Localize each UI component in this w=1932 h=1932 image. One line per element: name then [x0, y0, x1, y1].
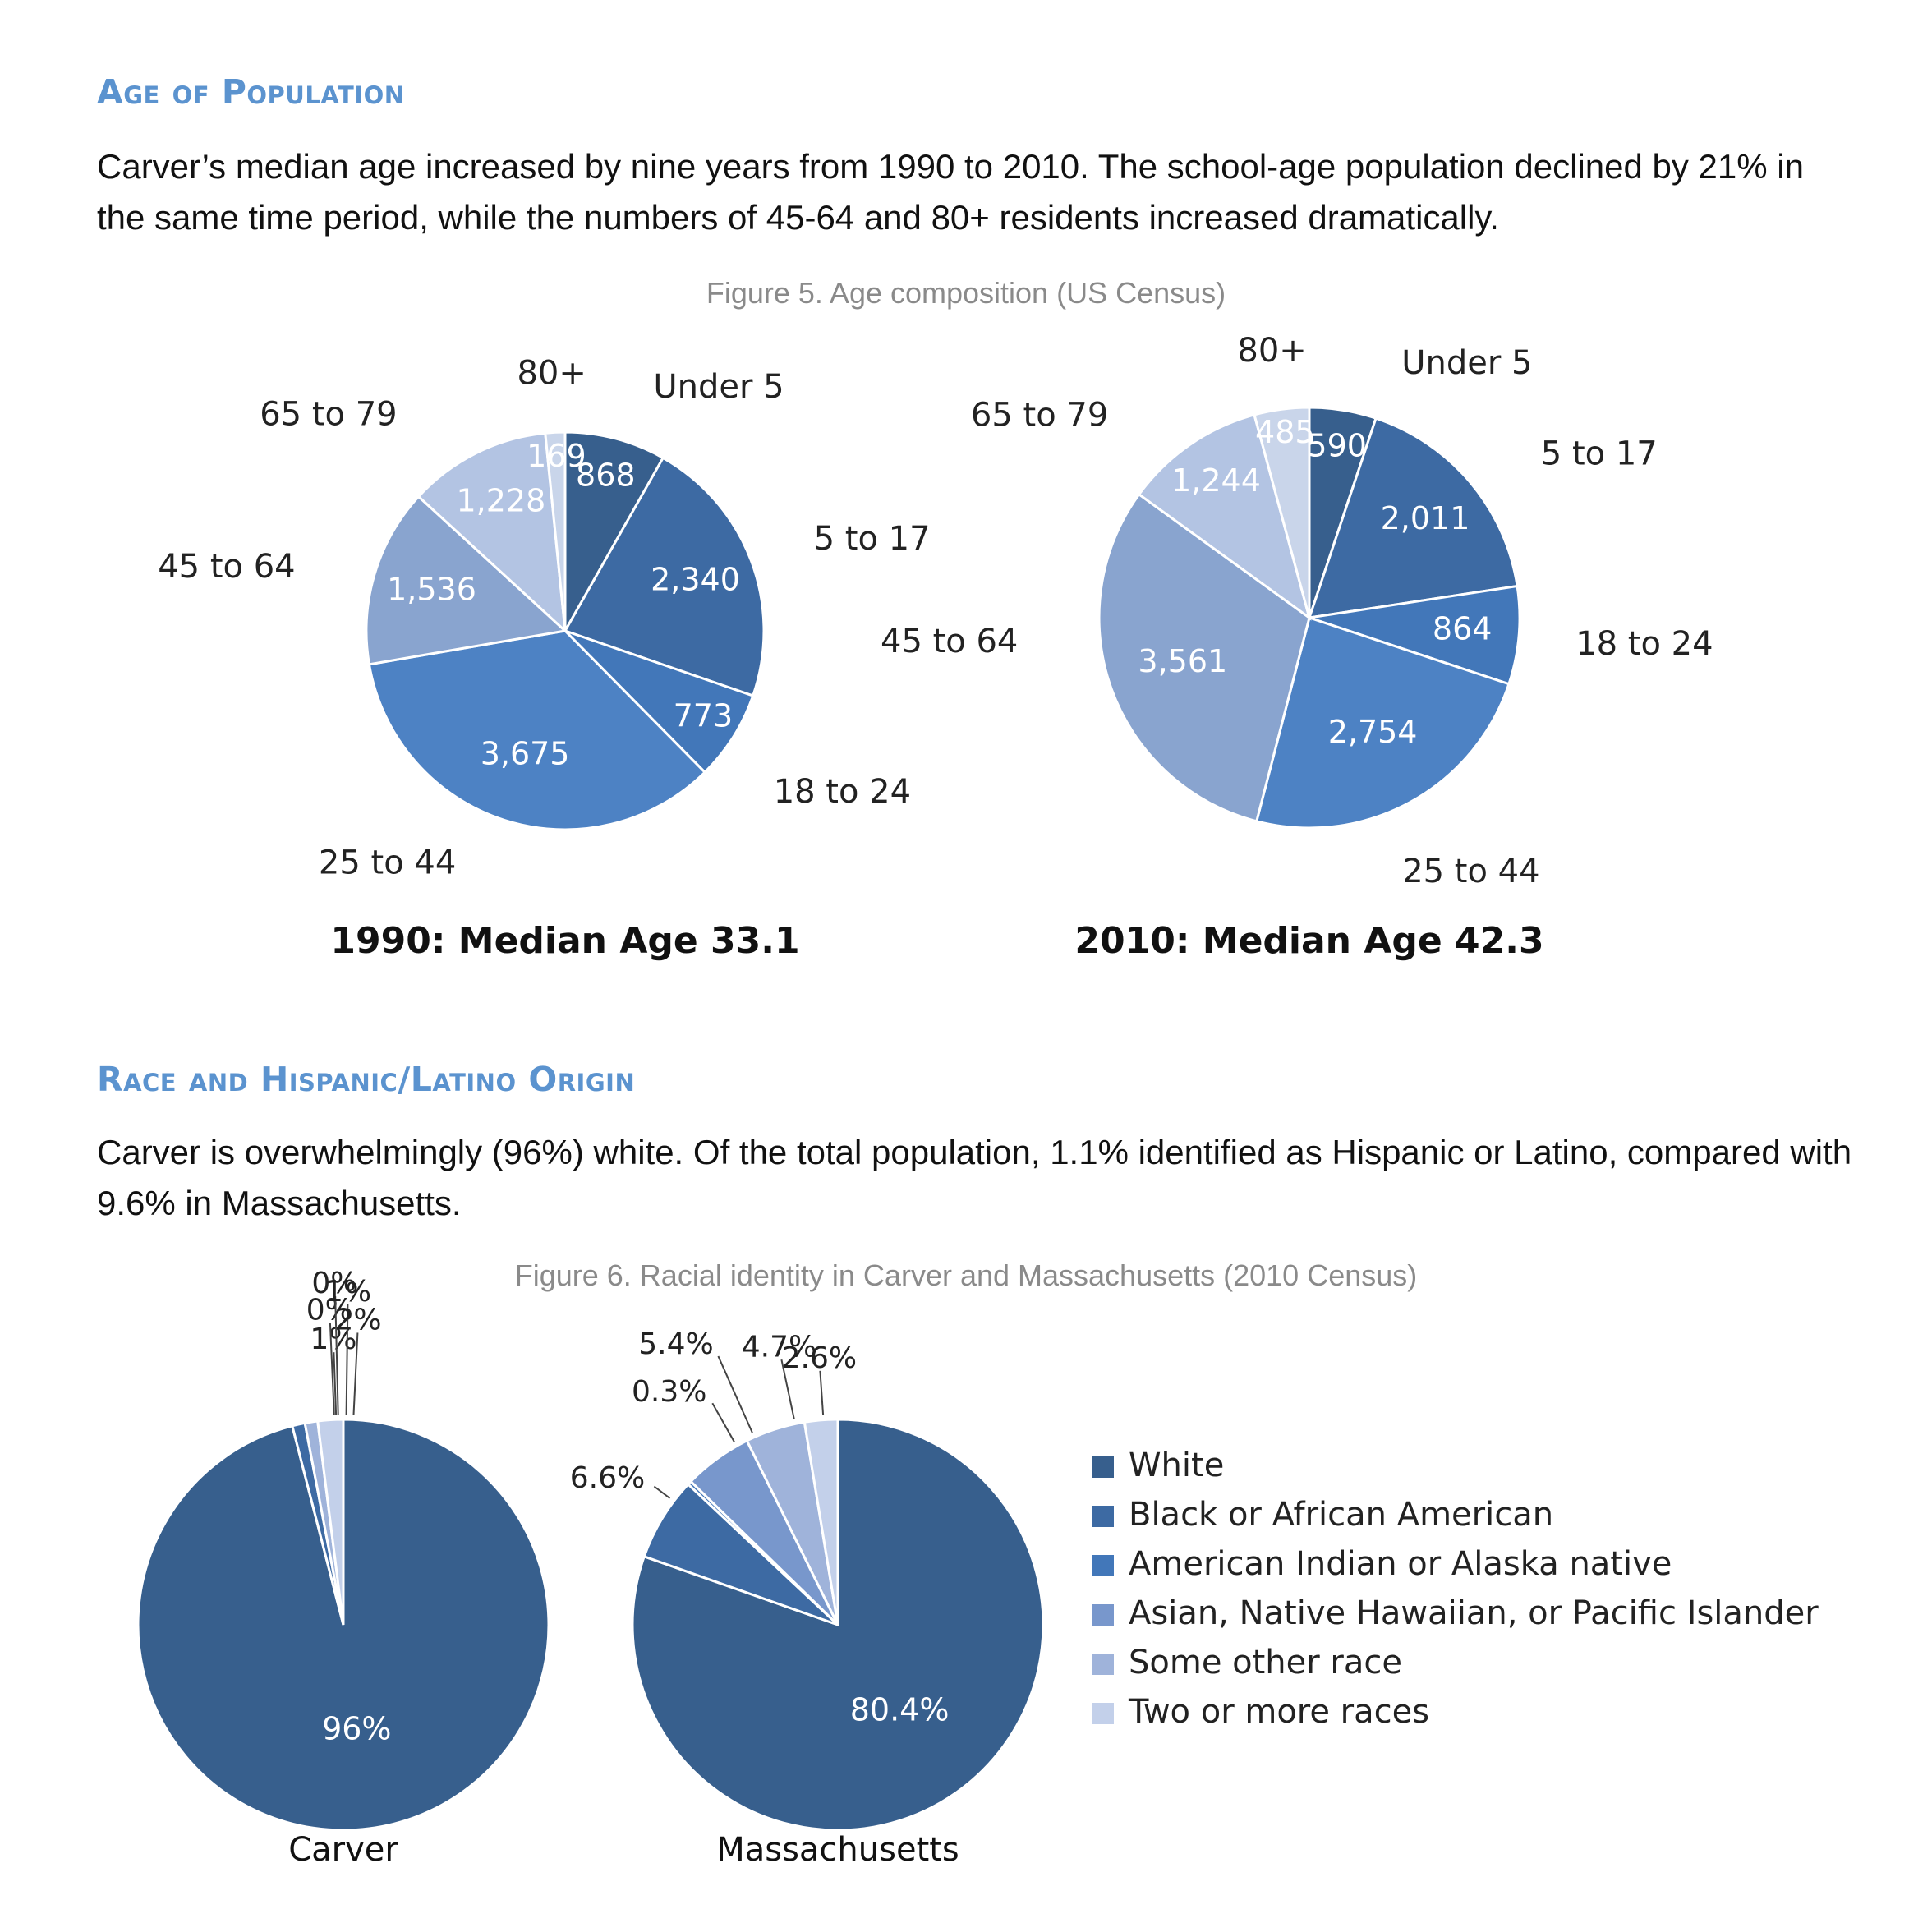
- value-label-two-or-more-races: 2%: [335, 1303, 382, 1336]
- race-legend: White Black or African American American I…: [1092, 1447, 1819, 1731]
- chart-title: 1990: Median Age 33.1: [330, 920, 799, 962]
- category-label-65-to-79: 65 to 79: [260, 395, 397, 433]
- value-label-under-5: 590: [1307, 427, 1367, 463]
- section-heading-age: Age of Population: [97, 72, 405, 112]
- value-label-asian-native-hawaiian-or-pacific-islander: 5.4%: [638, 1327, 713, 1361]
- leader-line-some-other-race: [780, 1359, 795, 1419]
- legend-label-asian-native-hawaiian-or-pacific-islander: Asian, Native Hawaiian, or Pacific Islan…: [1129, 1594, 1819, 1632]
- legend-label-two-or-more-races: Two or more races: [1128, 1693, 1429, 1731]
- leader-line-american-indian-or-alaska-native: [711, 1402, 735, 1442]
- value-label-under-5: 868: [576, 457, 636, 493]
- value-label-some-other-race: 1%: [324, 1275, 371, 1309]
- category-label-18-to-24: 18 to 24: [1576, 625, 1713, 663]
- value-label-5-to-17: 2,011: [1381, 500, 1470, 536]
- figure6-caption: Figure 6. Racial identity in Carver and …: [514, 1258, 1418, 1292]
- figure6-race-charts: 96%1%0%0%1%2%Carver 80.4%6.6%0.3%5.4% 4.7…: [136, 1267, 1819, 1869]
- category-label-80: 80+: [517, 354, 586, 392]
- pie-slice-25-to-44: [367, 629, 707, 831]
- figure5-caption: Figure 5. Age composition (US Census): [706, 276, 1226, 310]
- value-label-18-to-24: 773: [674, 697, 734, 734]
- value-label-asian-native-hawaiian-or-pacific-islander: 0%: [311, 1267, 358, 1300]
- legend-swatch-american-indian-or-alaska-native: [1092, 1555, 1114, 1576]
- value-label-45-to-64: 3,561: [1138, 643, 1227, 679]
- value-label-some-other-race: 4.7%: [742, 1331, 816, 1364]
- pie-slice-80: [1253, 406, 1311, 619]
- pie-slice-45-to-64: [365, 494, 568, 666]
- pie-slice-5-to-17: [1307, 416, 1519, 619]
- value-label-45-to-64: 1,536: [387, 572, 476, 608]
- category-label-5-to-17: 5 to 17: [1541, 435, 1658, 473]
- pie-slice-two-or-more-races: [315, 1418, 345, 1626]
- legend-label-some-other-race: Some other race: [1129, 1644, 1402, 1681]
- pie-slice-18-to-24: [564, 629, 755, 775]
- category-label-80: 80+: [1237, 332, 1306, 370]
- race-paragraph: Carver is overwhelmingly (96%) white. Of…: [97, 1133, 1852, 1222]
- leader-line-black-or-african-american: [333, 1352, 338, 1415]
- pie-carver: 96%1%0%0%1%2%Carver: [136, 1267, 550, 1869]
- chart-title: Massachusetts: [716, 1831, 959, 1869]
- pie-2010: 590 2,011 864 2,754 3,561 1,244 485 Under 5 5 to…: [881, 332, 1714, 962]
- pie-slice-under-5: [564, 430, 665, 636]
- category-label-18-to-24: 18 to 24: [774, 773, 911, 811]
- pie-slice-65-to-79: [416, 431, 567, 634]
- leader-line-asian-native-hawaiian-or-pacific-islander: [717, 1355, 753, 1433]
- leader-line-two-or-more-races: [352, 1332, 359, 1415]
- leader-line-two-or-more-races: [819, 1370, 825, 1415]
- category-label-under-5: Under 5: [653, 368, 784, 406]
- leader-line-some-other-race: [345, 1304, 349, 1415]
- category-label-65-to-79: 65 to 79: [971, 396, 1108, 434]
- pie-1990: 868 2,340 773 3,675 1,536 1,228 169 Under 5 5 to…: [158, 354, 930, 962]
- leader-line-black-or-african-american: [653, 1485, 671, 1499]
- pie-slice-25-to-44: [1254, 616, 1511, 830]
- legend-label-black-or-african-american: Black or African American: [1129, 1496, 1553, 1534]
- legend-swatch-two-or-more-races: [1092, 1703, 1114, 1724]
- category-label-25-to-44: 25 to 44: [319, 844, 456, 882]
- value-label-25-to-44: 2,754: [1328, 714, 1418, 750]
- pie-massachusetts: 80.4% 6.6% 0.3% 5.4% 4.7%2.6% Massachusetts: [570, 1327, 1045, 1869]
- value-label-5-to-17: 2,340: [651, 562, 740, 598]
- legend-label-white: White: [1129, 1447, 1224, 1484]
- value-label-18-to-24: 864: [1433, 610, 1493, 646]
- legend-swatch-white: [1092, 1456, 1114, 1478]
- value-label-80: 485: [1255, 414, 1315, 450]
- pie-slice-two-or-more-races: [803, 1418, 840, 1626]
- value-label-white: 96%: [322, 1711, 391, 1747]
- legend-swatch-asian-native-hawaiian-or-pacific-islander: [1092, 1604, 1114, 1626]
- pie-slice-45-to-64: [1097, 492, 1311, 823]
- age-paragraph: Carver’s median age increased by nine ye…: [97, 147, 1804, 237]
- value-label-25-to-44: 3,675: [481, 736, 570, 772]
- category-label-45-to-64: 45 to 64: [158, 548, 295, 586]
- category-label-under-5: Under 5: [1401, 344, 1532, 382]
- value-label-american-indian-or-alaska-native: 0%: [306, 1293, 353, 1327]
- pie-slice-65-to-79: [1137, 413, 1312, 621]
- value-label-black-or-african-american: 1%: [310, 1322, 356, 1356]
- value-label-black-or-african-american: 6.6%: [570, 1461, 645, 1495]
- legend-swatch-black-or-african-american: [1092, 1506, 1114, 1527]
- value-label-american-indian-or-alaska-native: 0.3%: [632, 1375, 706, 1409]
- value-label-65-to-79: 1,228: [457, 483, 546, 519]
- figure5-age-charts: 868 2,340 773 3,675 1,536 1,228 169 Under 5 5 to…: [158, 332, 1714, 962]
- leader-line-asian-native-hawaiian-or-pacific-islander: [334, 1296, 339, 1415]
- pie-slice-5-to-17: [563, 456, 766, 697]
- category-label-5-to-17: 5 to 17: [814, 520, 931, 558]
- value-label-65-to-79: 1,244: [1171, 462, 1261, 499]
- legend-label-american-indian-or-alaska-native: American Indian or Alaska native: [1129, 1545, 1672, 1583]
- legend-swatch-some-other-race: [1092, 1654, 1114, 1675]
- leader-line-american-indian-or-alaska-native: [329, 1322, 335, 1415]
- pie-slice-80: [544, 430, 567, 632]
- pie-slice-18-to-24: [1309, 584, 1521, 686]
- section-heading-race: Race and Hispanic/Latino Origin: [97, 1060, 636, 1099]
- value-label-white: 80.4%: [850, 1692, 950, 1728]
- chart-title: Carver: [288, 1831, 398, 1869]
- value-label-80: 169: [527, 438, 586, 474]
- chart-title: 2010: Median Age 42.3: [1074, 920, 1543, 962]
- category-label-45-to-64: 45 to 64: [881, 623, 1018, 660]
- category-label-25-to-44: 25 to 44: [1402, 853, 1539, 890]
- value-label-two-or-more-races: 2.6%: [782, 1341, 857, 1375]
